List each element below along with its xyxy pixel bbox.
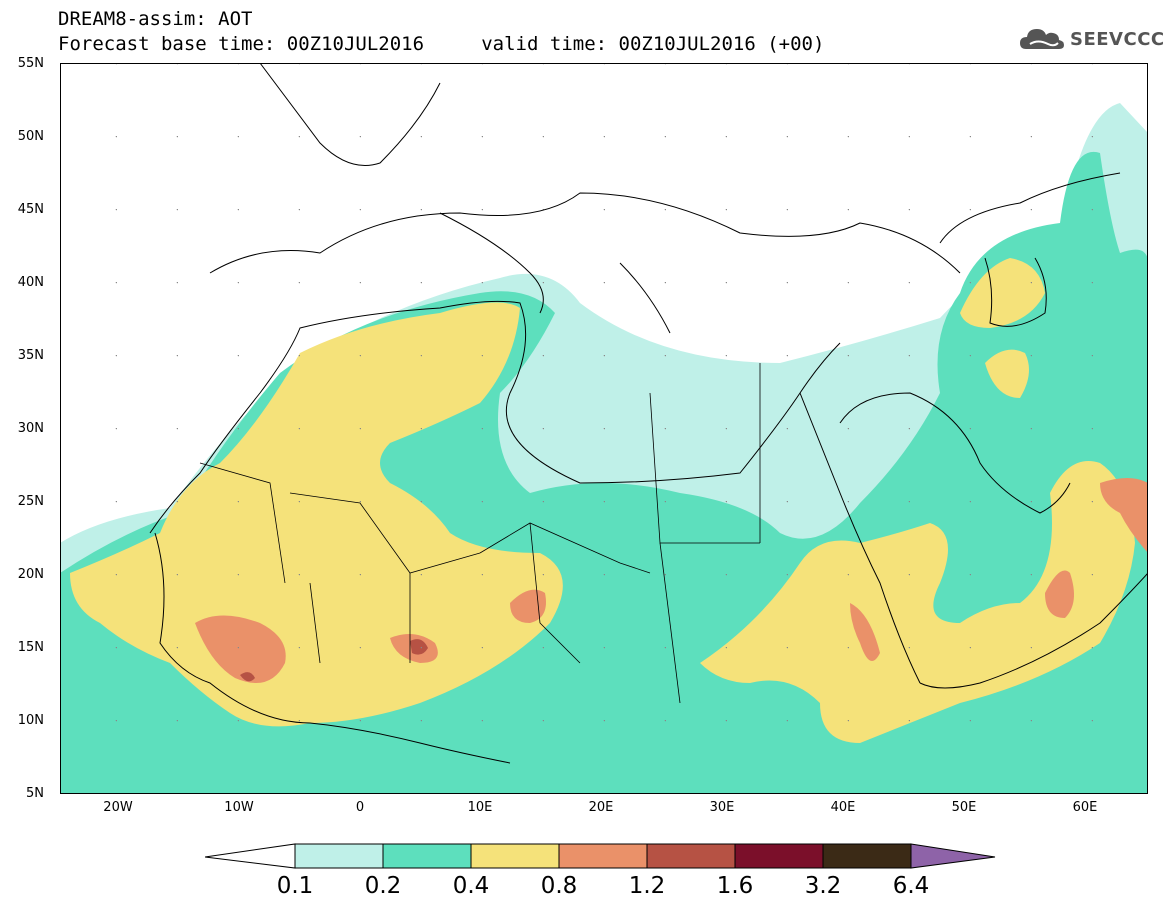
colorbar-label-3.2: 3.2 (804, 873, 842, 899)
map-grid (60, 63, 1148, 794)
colorbar-bin-0.4 (470, 843, 560, 869)
aot-map (60, 63, 1148, 794)
colorbar-label-0.2: 0.2 (364, 873, 402, 899)
lon-label-60e: 60E (1072, 800, 1098, 815)
lat-label-20n: 20N (17, 567, 44, 582)
lat-label-30n: 30N (17, 421, 44, 436)
colorbar-label-1.2: 1.2 (628, 873, 666, 899)
lat-label-55n: 55N (17, 56, 44, 71)
colorbar (205, 843, 996, 869)
coastlines (149, 63, 1148, 764)
lon-label-10e: 10E (467, 800, 493, 815)
lon-label-20w: 20W (103, 800, 133, 815)
lat-label-5n: 5N (26, 786, 44, 801)
lon-label-50e: 50E (951, 800, 977, 815)
borders (199, 363, 761, 704)
seevccc-logo: SEEVCCC (1018, 24, 1165, 54)
colorbar-bin-0.1 (294, 843, 384, 869)
colorbar-bin-3.2 (822, 843, 912, 869)
cloud-icon (1020, 29, 1064, 49)
lat-label-35n: 35N (17, 348, 44, 363)
colorbar-max-arrow (910, 843, 996, 869)
colorbar-bin-0.2 (382, 843, 472, 869)
colorbar-label-0.4: 0.4 (452, 873, 490, 899)
lat-label-25n: 25N (17, 494, 44, 509)
colorbar-min-arrow (205, 843, 296, 869)
colorbar-bin-0.8 (558, 843, 648, 869)
chart-subtitle: Forecast base time: 00Z10JUL2016 valid t… (58, 33, 825, 55)
lon-label-30e: 30E (709, 800, 735, 815)
colorbar-label-0.1: 0.1 (276, 873, 314, 899)
lon-label-10w: 10W (224, 800, 254, 815)
logo-text: SEEVCCC (1070, 28, 1165, 50)
colorbar-bin-1.2 (646, 843, 736, 869)
colorbar-label-1.6: 1.6 (716, 873, 754, 899)
colorbar-bin-1.6 (734, 843, 824, 869)
map-border (60, 63, 1148, 794)
lat-label-50n: 50N (17, 129, 44, 144)
chart-title: DREAM8-assim: AOT (58, 8, 253, 30)
lon-label-0: 0 (355, 800, 365, 815)
lat-label-40n: 40N (17, 275, 44, 290)
lon-label-40e: 40E (830, 800, 856, 815)
colorbar-label-0.8: 0.8 (540, 873, 578, 899)
lat-label-15n: 15N (17, 640, 44, 655)
lat-label-45n: 45N (17, 202, 44, 217)
colorbar-label-6.4: 6.4 (892, 873, 930, 899)
lon-label-20e: 20E (588, 800, 614, 815)
lat-label-10n: 10N (17, 713, 44, 728)
